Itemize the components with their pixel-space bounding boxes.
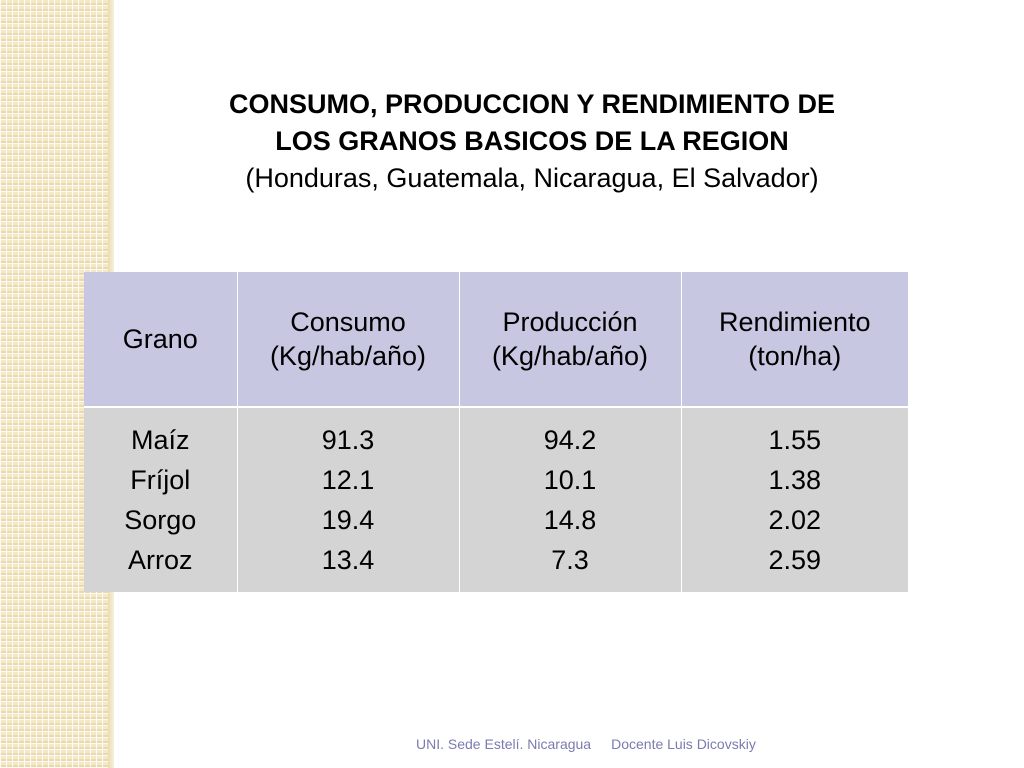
rendimiento-value: 1.55 — [768, 425, 822, 455]
produccion-value: 94.2 — [543, 425, 597, 455]
slide-footer: UNI. Sede Estelí. Nicaragua Docente Luis … — [416, 736, 756, 752]
slide-title: CONSUMO, PRODUCCION Y RENDIMIENTO DE LOS… — [120, 86, 944, 197]
rendimiento-value: 1.38 — [768, 465, 822, 495]
title-line-1: CONSUMO, PRODUCCION Y RENDIMIENTO DE — [228, 89, 836, 119]
consumo-value: 19.4 — [321, 505, 375, 535]
produccion-value: 7.3 — [551, 545, 589, 575]
consumo-value: 13.4 — [321, 545, 375, 575]
column-consumo-values: 91.3 12.1 19.4 13.4 — [236, 406, 459, 592]
rendimiento-value: 2.59 — [768, 545, 822, 575]
column-grano-values: Maíz Fríjol Sorgo Arroz — [84, 406, 237, 592]
grano-value: Maíz — [130, 425, 190, 455]
header-grano: Grano — [84, 272, 237, 407]
table-header-row: Grano Consumo (Kg/hab/año) Producción (K… — [84, 272, 908, 407]
header-produccion: Producción (Kg/hab/año) — [458, 272, 681, 407]
grano-value: Arroz — [127, 545, 193, 575]
rendimiento-value: 2.02 — [768, 505, 822, 535]
grano-value: Sorgo — [124, 505, 197, 535]
produccion-value: 14.8 — [543, 505, 597, 535]
column-produccion-values: 94.2 10.1 14.8 7.3 — [458, 406, 681, 592]
title-subtitle: (Honduras, Guatemala, Nicaragua, El Salv… — [245, 163, 819, 193]
grano-value: Fríjol — [130, 465, 191, 495]
title-line-2: LOS GRANOS BASICOS DE LA REGION — [275, 126, 789, 156]
produccion-value: 10.1 — [543, 465, 597, 495]
consumo-value: 91.3 — [321, 425, 375, 455]
header-rendimiento: Rendimiento (ton/ha) — [680, 272, 908, 407]
table-row: Maíz Fríjol Sorgo Arroz 91.3 12.1 19.4 1… — [84, 406, 908, 592]
header-consumo: Consumo (Kg/hab/año) — [236, 272, 459, 407]
column-rendimiento-values: 1.55 1.38 2.02 2.59 — [680, 406, 908, 592]
consumo-value: 12.1 — [321, 465, 375, 495]
footer-author: Docente Luis Dicovskiy — [611, 736, 756, 752]
footer-institution: UNI. Sede Estelí. Nicaragua — [416, 736, 592, 752]
grains-table: Grano Consumo (Kg/hab/año) Producción (K… — [84, 272, 908, 592]
